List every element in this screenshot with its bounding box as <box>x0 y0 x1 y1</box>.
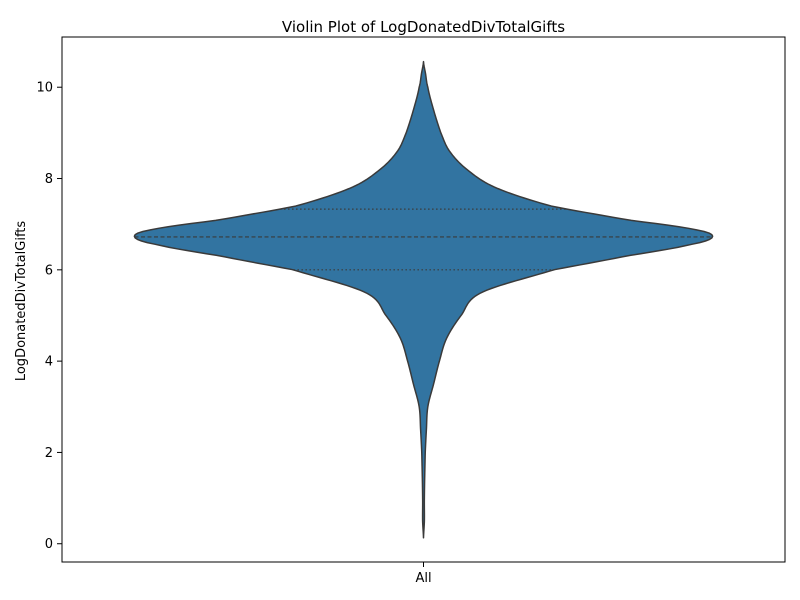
y-tick-label: 4 <box>45 355 53 370</box>
y-axis-label: LogDonatedDivTotalGifts <box>14 221 29 382</box>
violin-body <box>133 60 714 539</box>
y-tick-label: 6 <box>45 263 53 278</box>
chart-title: Violin Plot of LogDonatedDivTotalGifts <box>282 18 565 36</box>
y-tick-label: 10 <box>36 81 53 96</box>
x-tick-label: All <box>415 571 431 586</box>
axes: 0 2 4 6 8 10 All <box>36 36 786 586</box>
y-tick-label: 0 <box>45 537 53 552</box>
plot-area <box>133 60 714 539</box>
y-tick-label: 2 <box>45 446 53 461</box>
y-tick-label: 8 <box>45 172 53 187</box>
